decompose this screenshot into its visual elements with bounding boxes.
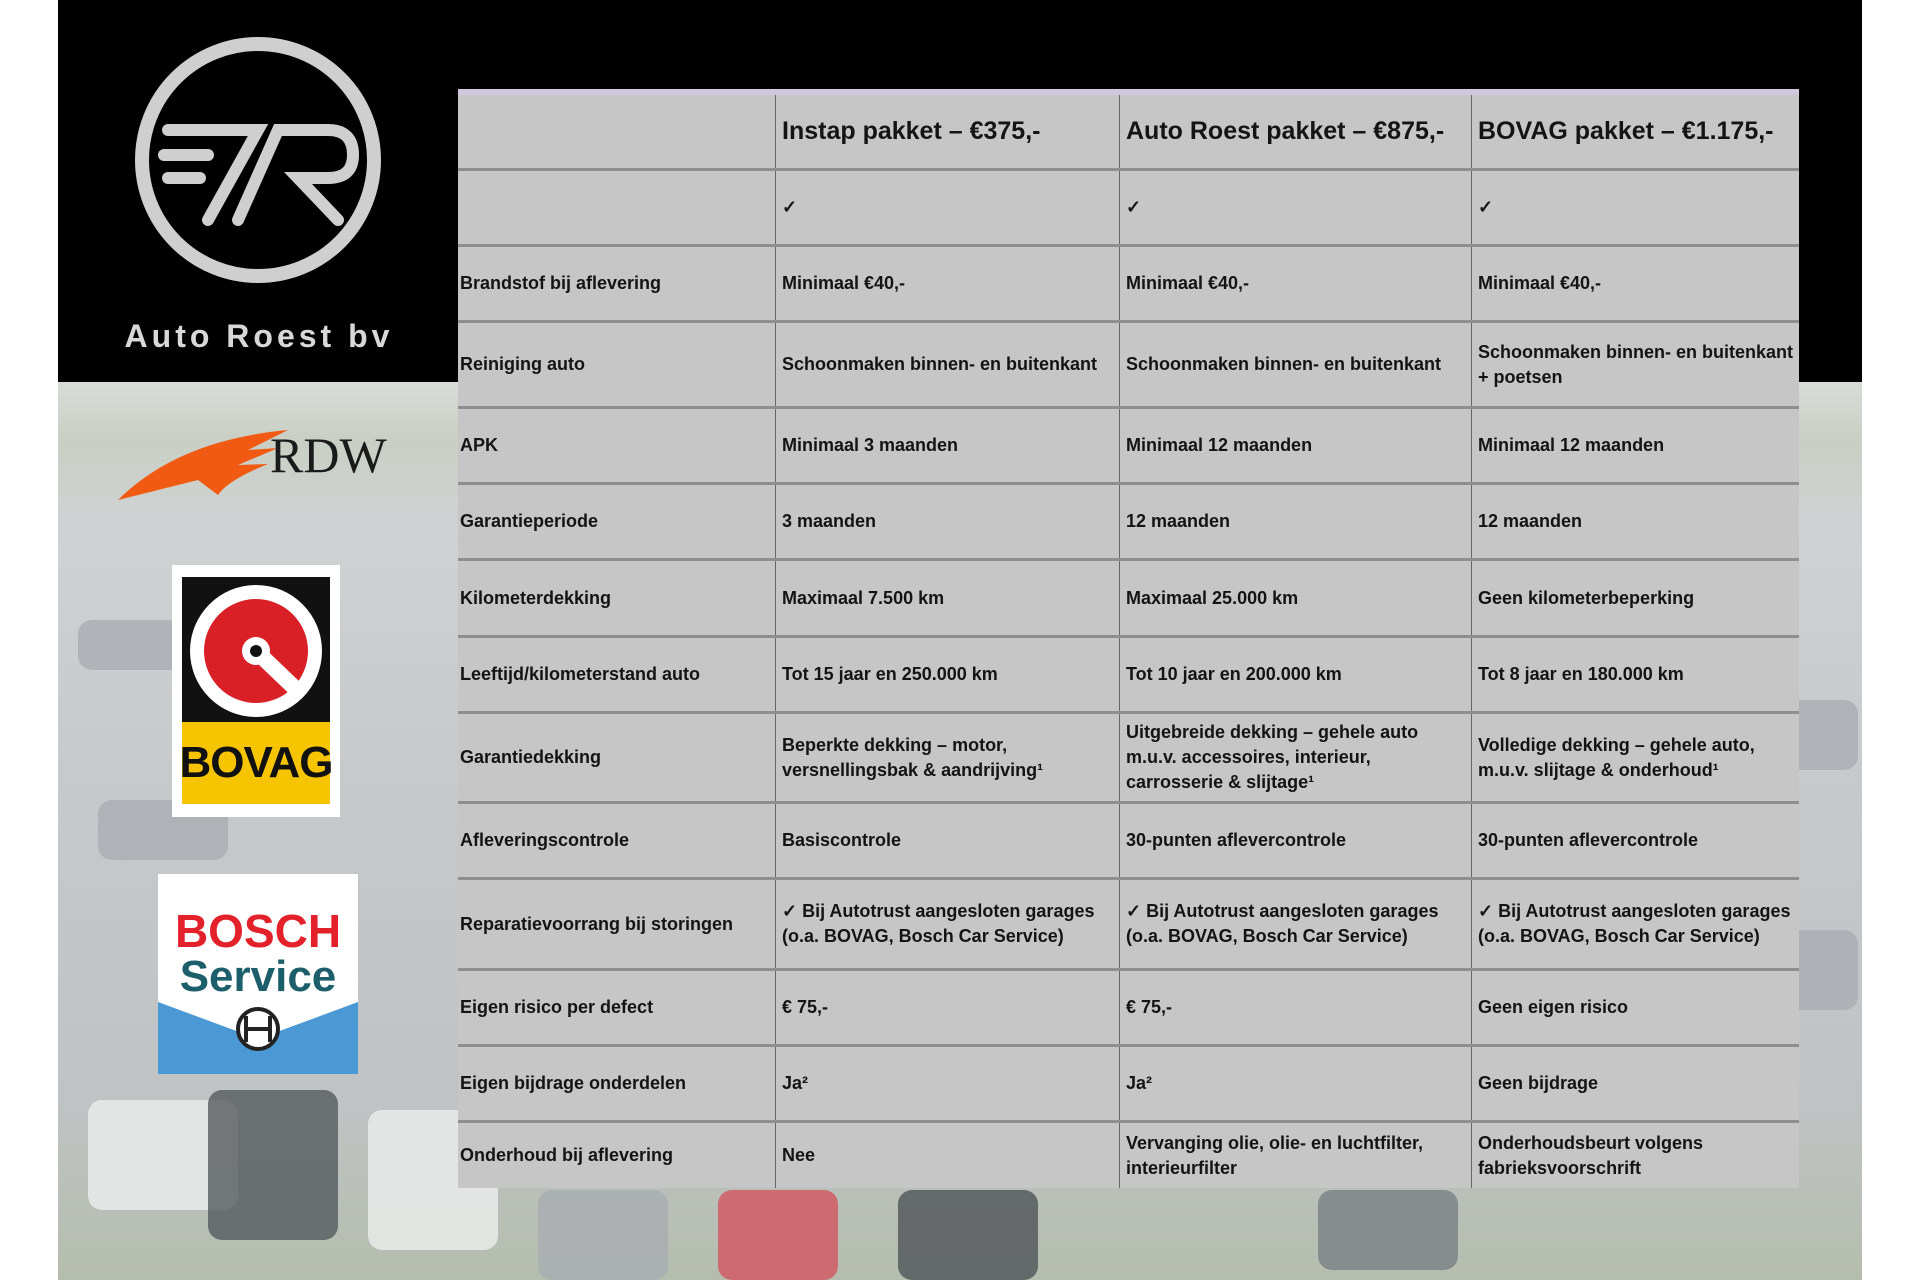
table-row: Kilometerdekking Maximaal 7.500 km Maximaa… bbox=[458, 561, 1799, 638]
table-cell: Geen bijdrage bbox=[1478, 1073, 1599, 1093]
table-header-row: Instap pakket – €375,- Auto Roest pakket … bbox=[458, 95, 1799, 171]
table-cell: 12 maanden bbox=[1478, 511, 1583, 531]
table-cell: Uitgebreide dekking – gehele auto m.u.v.… bbox=[1120, 714, 1472, 801]
table-row: Leeftijd/kilometerstand auto Tot 15 jaar … bbox=[458, 638, 1799, 714]
row-label: Brandstof bij aflevering bbox=[458, 247, 776, 320]
table-row: Onderhoud bij aflevering Nee Vervanging ol… bbox=[458, 1123, 1799, 1188]
table-cell: 12 maanden bbox=[1120, 485, 1472, 558]
row-label: Garantieperiode bbox=[458, 485, 776, 558]
parked-car bbox=[718, 1190, 838, 1280]
table-cell: Maximaal 7.500 km bbox=[776, 561, 1120, 635]
bovag-logo: BOVAG bbox=[172, 565, 340, 817]
table-cell: Volledige dekking – gehele auto, m.u.v. … bbox=[1478, 734, 1755, 780]
package-comparison-table: Instap pakket – €375,- Auto Roest pakket … bbox=[458, 89, 1799, 1188]
table-cell: Minimaal €40,- bbox=[776, 247, 1120, 320]
auto-roest-logo-icon bbox=[135, 37, 381, 283]
table-row: APK Minimaal 3 maanden Minimaal 12 maanden… bbox=[458, 409, 1799, 485]
bovag-wheel-icon bbox=[190, 585, 322, 717]
table-cell: ✓ Bij Autotrust aangesloten garages (o.a… bbox=[776, 880, 1120, 968]
table-cell: Nee bbox=[776, 1123, 1120, 1188]
parked-car bbox=[208, 1090, 338, 1240]
table-cell: Minimaal €40,- bbox=[1120, 247, 1472, 320]
row-label bbox=[458, 171, 776, 244]
row-label: Garantiedekking bbox=[458, 714, 776, 801]
table-cell: Schoonmaken binnen- en buitenkant + poet… bbox=[1478, 341, 1794, 387]
row-label: Kilometerdekking bbox=[458, 561, 776, 635]
table-cell: Onderhoudsbeurt volgens fabrieksvoorschr… bbox=[1478, 1132, 1704, 1178]
table-cell: Tot 15 jaar en 250.000 km bbox=[776, 638, 1120, 711]
table-row: Reiniging auto Schoonmaken binnen- en bui… bbox=[458, 323, 1799, 409]
table-cell: ✓ bbox=[1478, 197, 1494, 217]
column-header: Auto Roest pakket – €875,- bbox=[1120, 95, 1472, 168]
table-cell: € 75,- bbox=[1120, 971, 1472, 1044]
row-label: Reiniging auto bbox=[458, 323, 776, 406]
service-text: Service bbox=[179, 952, 337, 1001]
row-label: Eigen risico per defect bbox=[458, 971, 776, 1044]
rdw-logo-text: RDW bbox=[270, 427, 387, 483]
table-row: Eigen risico per defect € 75,- € 75,- Geen … bbox=[458, 971, 1799, 1047]
rdw-logo-icon bbox=[118, 430, 288, 500]
table-cell: Minimaal €40,- bbox=[1478, 273, 1602, 293]
bosch-text: BOSCH bbox=[174, 905, 342, 957]
column-header: BOVAG pakket – €1.175,- bbox=[1478, 117, 1774, 145]
table-cell: Minimaal 12 maanden bbox=[1120, 409, 1472, 482]
table-cell: Tot 10 jaar en 200.000 km bbox=[1120, 638, 1472, 711]
parked-car bbox=[898, 1190, 1038, 1280]
table-cell: Basiscontrole bbox=[776, 804, 1120, 877]
table-cell: Beperkte dekking – motor, versnellingsba… bbox=[776, 714, 1120, 801]
table-row: Garantiedekking Beperkte dekking – motor,… bbox=[458, 714, 1799, 804]
parked-car bbox=[538, 1190, 668, 1280]
table-cell: Maximaal 25.000 km bbox=[1120, 561, 1472, 635]
row-label: Onderhoud bij aflevering bbox=[458, 1123, 776, 1188]
table-cell: € 75,- bbox=[776, 971, 1120, 1044]
row-label: Leeftijd/kilometerstand auto bbox=[458, 638, 776, 711]
bovag-logo-text: BOVAG bbox=[179, 722, 334, 804]
table-row: Reparatievoorrang bij storingen ✓ Bij Aut… bbox=[458, 880, 1799, 971]
row-label: Reparatievoorrang bij storingen bbox=[458, 880, 776, 968]
table-cell: 3 maanden bbox=[776, 485, 1120, 558]
table-cell: Ja² bbox=[1120, 1047, 1472, 1120]
parked-car bbox=[1318, 1190, 1458, 1270]
table-cell: Geen eigen risico bbox=[1478, 997, 1629, 1017]
row-label: Eigen bijdrage onderdelen bbox=[458, 1047, 776, 1120]
table-cell: Minimaal 12 maanden bbox=[1478, 435, 1665, 455]
table-cell: Ja² bbox=[776, 1047, 1120, 1120]
table-row: Brandstof bij aflevering Minimaal €40,- Mi… bbox=[458, 247, 1799, 323]
table-cell: Minimaal 3 maanden bbox=[776, 409, 1120, 482]
table-row: Afleveringscontrole Basiscontrole 30-punte… bbox=[458, 804, 1799, 880]
bosch-emblem-icon bbox=[158, 1002, 358, 1074]
table-cell: Vervanging olie, olie- en luchtfilter, i… bbox=[1120, 1123, 1472, 1188]
table-cell: 30-punten aflevercontrole bbox=[1478, 830, 1699, 850]
column-header: Instap pakket – €375,- bbox=[776, 95, 1120, 168]
row-label: APK bbox=[458, 409, 776, 482]
table-cell: Schoonmaken binnen- en buitenkant bbox=[776, 323, 1120, 406]
row-label: Afleveringscontrole bbox=[458, 804, 776, 877]
table-cell: ✓ bbox=[776, 171, 1120, 244]
table-row: Garantieperiode 3 maanden 12 maanden 12 maa… bbox=[458, 485, 1799, 561]
table-cell: Tot 8 jaar en 180.000 km bbox=[1478, 664, 1684, 684]
table-cell: ✓ bbox=[1120, 171, 1472, 244]
table-cell: Schoonmaken binnen- en buitenkant bbox=[1120, 323, 1472, 406]
brand-name: Auto Roest bv bbox=[124, 318, 394, 354]
table-cell: ✓ Bij Autotrust aangesloten garages (o.a… bbox=[1478, 901, 1791, 946]
table-row: Eigen bijdrage onderdelen Ja² Ja² Geen bijd… bbox=[458, 1047, 1799, 1123]
bosch-service-logo: BOSCH Service bbox=[158, 874, 358, 1074]
background-photo: Auto Roest bv RDW BOVAG BOSCH Service In… bbox=[58, 0, 1862, 1280]
table-cell: ✓ Bij Autotrust aangesloten garages (o.a… bbox=[1120, 880, 1472, 968]
table-row: ✓ ✓ ✓ bbox=[458, 171, 1799, 247]
table-cell: 30-punten aflevercontrole bbox=[1120, 804, 1472, 877]
column-header bbox=[458, 95, 776, 168]
table-cell: Geen kilometerbeperking bbox=[1478, 587, 1695, 608]
